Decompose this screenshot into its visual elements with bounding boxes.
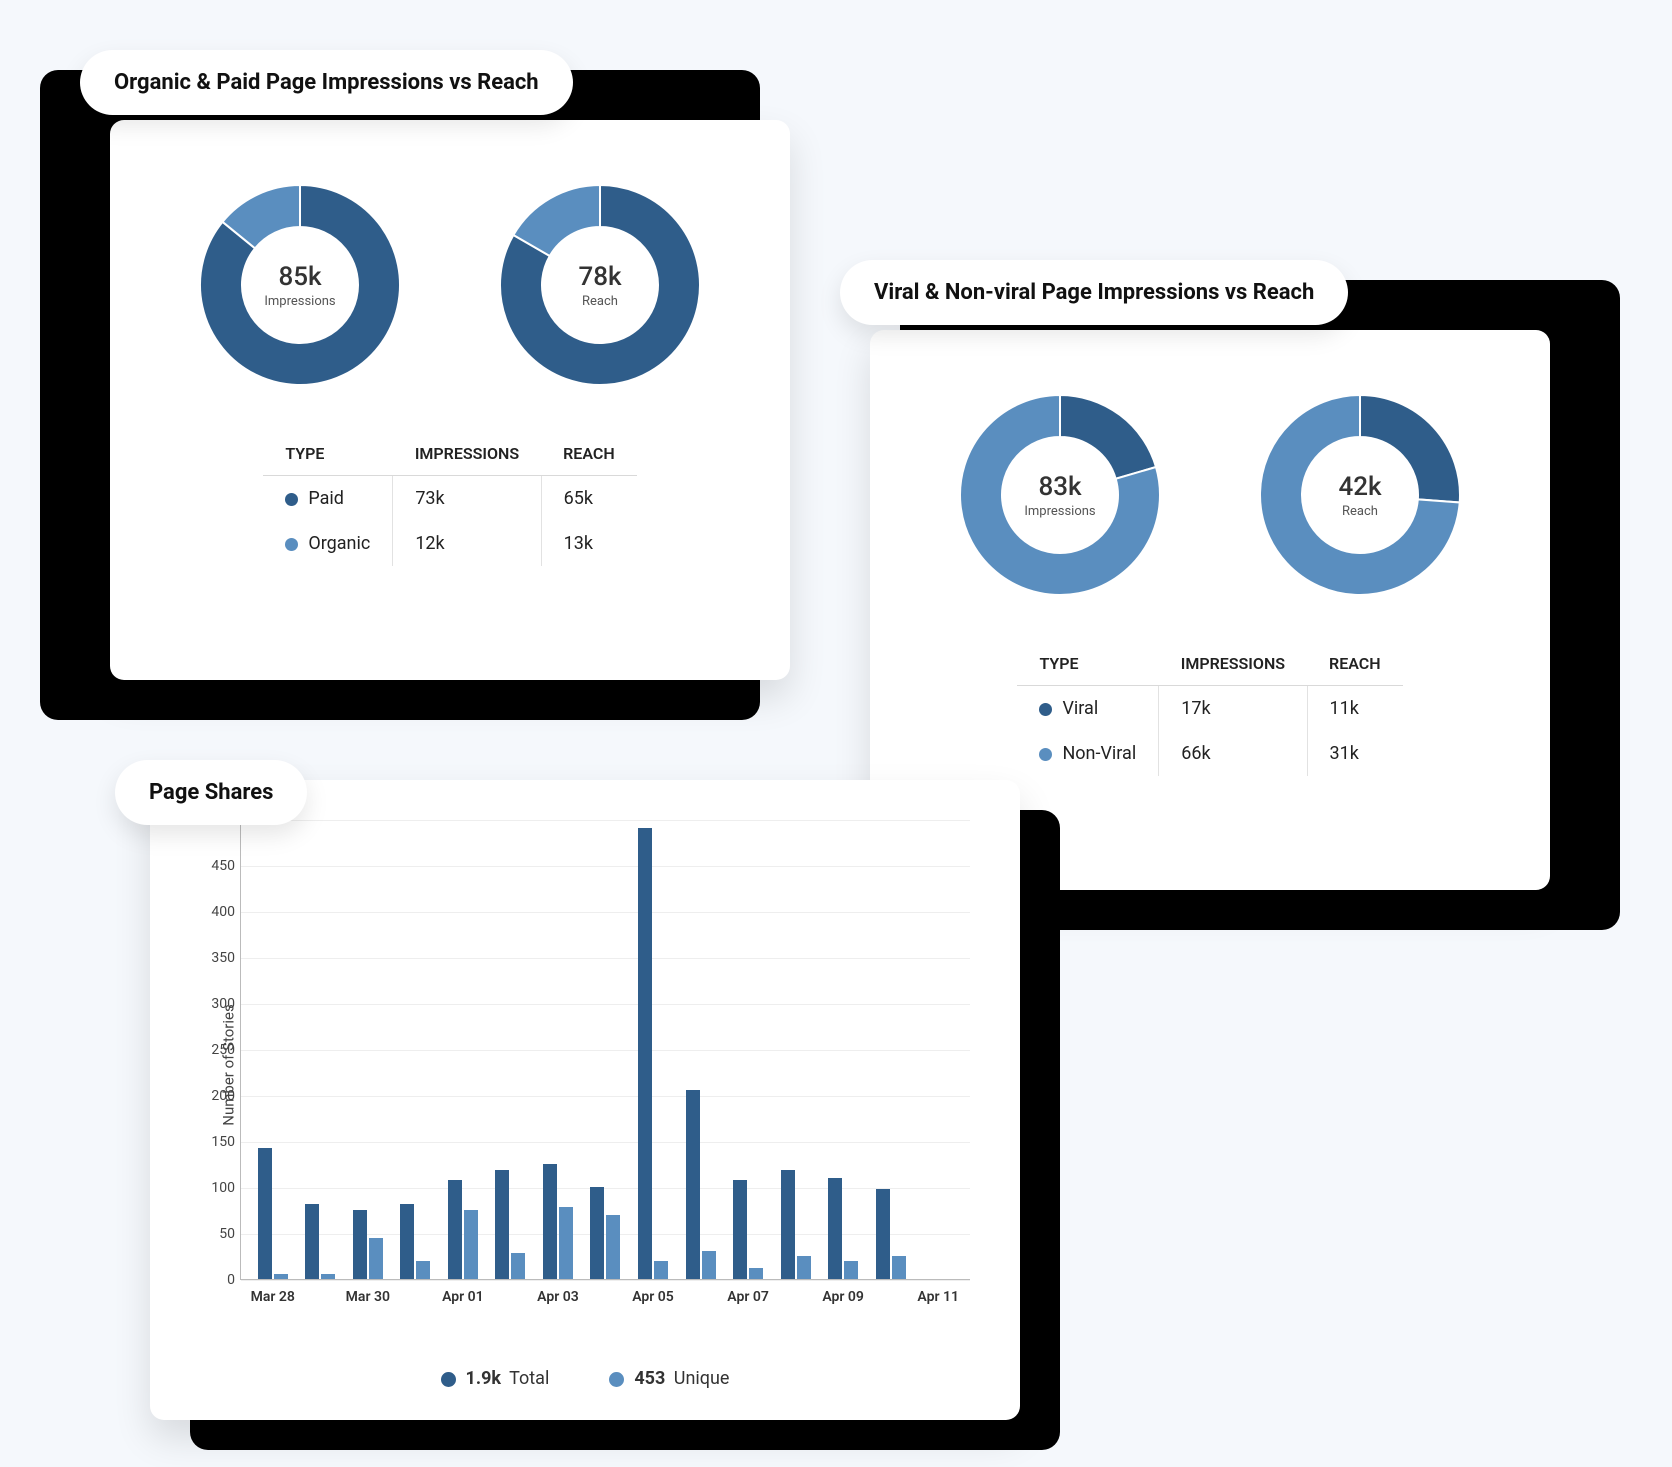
y-tick-label: 100 (197, 1180, 235, 1196)
y-tick-label: 400 (197, 904, 235, 920)
bar-total (876, 1189, 890, 1279)
bar-total (543, 1164, 557, 1279)
organic-paid-card: 85k Impressions 78k Reach TYPE IMPRESSIO… (110, 120, 790, 680)
table-row: Viral 17k 11k (1017, 686, 1402, 732)
grid-line (241, 1280, 970, 1281)
bar-group: Mar 30 (344, 820, 392, 1279)
table-row: Paid 73k 65k (263, 476, 636, 522)
bar-unique (559, 1207, 573, 1279)
bar-chart: Number of Stories 0 50 100 150 200 250 300 350 4… (150, 780, 1020, 1350)
bar-total (353, 1210, 367, 1279)
th-type: TYPE (1017, 644, 1158, 686)
x-tick-label: Apr 09 (822, 1289, 864, 1305)
organic-paid-title-pill: Organic & Paid Page Impressions vs Reach (80, 50, 573, 115)
page-shares-title-pill: Page Shares (115, 760, 307, 825)
y-axis-label: Number of Stories (220, 1004, 238, 1125)
bar-unique (511, 1253, 525, 1279)
th-type: TYPE (263, 434, 392, 476)
viral-table: TYPE IMPRESSIONS REACH Viral 17k 11k Non… (1017, 644, 1402, 776)
page-shares-title: Page Shares (149, 780, 273, 805)
donut-chart: 78k Reach (485, 170, 715, 400)
bar-chart-legend: 1.9k Total 453 Unique (150, 1368, 1020, 1389)
bar-group: Apr 11 (914, 820, 962, 1279)
bar-total (590, 1187, 604, 1279)
donut-chart: 85k Impressions (185, 170, 415, 400)
legend-dot (285, 538, 298, 551)
bar-group: Apr 09 (819, 820, 867, 1279)
table-row: Non-Viral 66k 31k (1017, 731, 1402, 776)
legend-dot (441, 1372, 456, 1387)
legend-dot (285, 493, 298, 506)
th-reach: REACH (1307, 644, 1403, 686)
bar-unique (797, 1256, 811, 1279)
th-reach: REACH (541, 434, 637, 476)
legend-dot (609, 1372, 624, 1387)
bar-total (495, 1170, 509, 1279)
legend-item: 453 Unique (609, 1368, 729, 1389)
bar-group (867, 820, 915, 1279)
y-tick-label: 200 (197, 1088, 235, 1104)
bar-total (733, 1180, 747, 1279)
bar-unique (416, 1261, 430, 1279)
bar-total (686, 1090, 700, 1279)
bar-total (781, 1170, 795, 1279)
page-shares-card: Number of Stories 0 50 100 150 200 250 300 350 4… (150, 780, 1020, 1420)
table-row: Organic 12k 13k (263, 521, 636, 566)
organic-paid-table: TYPE IMPRESSIONS REACH Paid 73k 65k Orga… (263, 434, 636, 566)
x-tick-label: Apr 01 (442, 1289, 484, 1305)
x-tick-label: Apr 07 (727, 1289, 769, 1305)
bar-total (448, 1180, 462, 1279)
bar-unique (892, 1256, 906, 1279)
bar-group: Mar 28 (249, 820, 297, 1279)
legend-dot (1039, 703, 1052, 716)
bar-group (487, 820, 535, 1279)
x-tick-label: Apr 03 (537, 1289, 579, 1305)
x-tick-label: Apr 11 (917, 1289, 959, 1305)
bar-group (392, 820, 440, 1279)
y-tick-label: 50 (197, 1226, 235, 1242)
bar-total (305, 1204, 319, 1279)
donut-chart: 42k Reach (1245, 380, 1475, 610)
bar-unique (702, 1251, 716, 1279)
bar-unique (321, 1274, 335, 1279)
bar-total (258, 1148, 272, 1279)
x-tick-label: Mar 30 (346, 1289, 390, 1305)
bar-group (582, 820, 630, 1279)
bar-group: Apr 03 (534, 820, 582, 1279)
bar-group (677, 820, 725, 1279)
x-tick-label: Apr 05 (632, 1289, 674, 1305)
bar-unique (654, 1261, 668, 1279)
donut-chart: 83k Impressions (945, 380, 1175, 610)
bar-unique (606, 1215, 620, 1279)
bar-total (400, 1204, 414, 1279)
bar-group: Apr 07 (724, 820, 772, 1279)
bar-group: Apr 01 (439, 820, 487, 1279)
y-tick-label: 350 (197, 950, 235, 966)
y-tick-label: 450 (197, 858, 235, 874)
x-tick-label: Mar 28 (251, 1289, 295, 1305)
organic-paid-title: Organic & Paid Page Impressions vs Reach (114, 70, 539, 95)
y-tick-label: 250 (197, 1042, 235, 1058)
bar-total (828, 1178, 842, 1279)
bar-total (638, 828, 652, 1279)
y-tick-label: 150 (197, 1134, 235, 1150)
bar-unique (274, 1274, 288, 1279)
bar-group (772, 820, 820, 1279)
bar-unique (369, 1238, 383, 1279)
bar-unique (464, 1210, 478, 1279)
bar-group (297, 820, 345, 1279)
legend-item: 1.9k Total (441, 1368, 550, 1389)
bar-unique (749, 1268, 763, 1279)
legend-dot (1039, 748, 1052, 761)
y-tick-label: 300 (197, 996, 235, 1012)
viral-title-pill: Viral & Non-viral Page Impressions vs Re… (840, 260, 1348, 325)
th-impressions: IMPRESSIONS (1159, 644, 1307, 686)
th-impressions: IMPRESSIONS (393, 434, 541, 476)
bar-group: Apr 05 (629, 820, 677, 1279)
viral-title: Viral & Non-viral Page Impressions vs Re… (874, 280, 1314, 305)
bar-unique (844, 1261, 858, 1279)
y-tick-label: 0 (197, 1272, 235, 1288)
